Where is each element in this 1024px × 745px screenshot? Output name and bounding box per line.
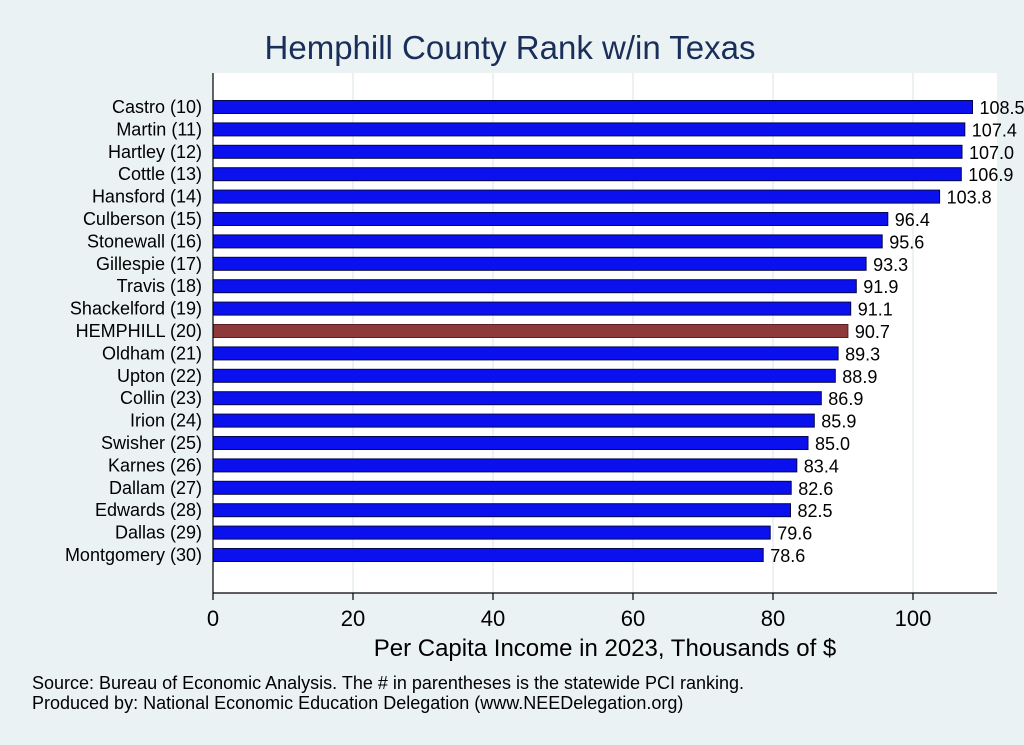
chart-title: Hemphill County Rank w/in Texas xyxy=(265,29,756,66)
bar xyxy=(212,144,963,159)
bar xyxy=(212,436,809,450)
bar xyxy=(212,189,941,204)
source-note: Source: Bureau of Economic Analysis. The… xyxy=(32,673,744,693)
category-label: Dallam (27) xyxy=(109,478,202,498)
category-label: Travis (18) xyxy=(117,276,202,296)
bar-highlight xyxy=(212,324,849,338)
value-label: 107.0 xyxy=(969,143,1014,163)
value-label: 82.6 xyxy=(798,479,833,499)
category-label: Oldham (21) xyxy=(102,343,202,363)
x-axis-title: Per Capita Income in 2023, Thousands of … xyxy=(374,635,837,662)
category-label: Cottle (13) xyxy=(118,164,202,184)
value-label: 78.6 xyxy=(770,546,805,566)
value-label: 85.9 xyxy=(821,412,856,432)
value-label: 95.6 xyxy=(889,232,924,252)
bar xyxy=(212,212,889,226)
bar xyxy=(212,122,966,137)
x-tick-label: 80 xyxy=(761,606,785,631)
bar xyxy=(212,458,798,473)
x-ticks: 0 20 40 60 80 100 xyxy=(207,593,931,631)
value-label: 107.4 xyxy=(972,120,1017,140)
bar xyxy=(212,167,962,182)
category-label: Martin (11) xyxy=(116,119,202,139)
bar xyxy=(212,279,857,294)
category-label: Gillespie (17) xyxy=(96,254,202,274)
bar xyxy=(212,548,764,562)
category-label: Stonewall (16) xyxy=(87,231,202,251)
category-label: Shackelford (19) xyxy=(70,299,202,319)
value-label: 90.7 xyxy=(855,322,890,342)
bar xyxy=(212,480,792,495)
value-label: 106.9 xyxy=(968,165,1013,185)
bars: Castro (10) 108.5 Martin (11) 107.4 Hartley … xyxy=(65,97,1024,566)
category-label: Hansford (14) xyxy=(92,187,202,207)
category-label: Montgomery (30) xyxy=(65,545,202,565)
value-label: 85.0 xyxy=(815,434,850,454)
value-label: 83.4 xyxy=(804,456,839,476)
category-label: Hartley (12) xyxy=(108,142,202,162)
category-label: Irion (24) xyxy=(130,411,202,431)
bar xyxy=(212,525,771,540)
x-tick-label: 60 xyxy=(621,606,645,631)
category-label: Swisher (25) xyxy=(101,433,202,453)
bar xyxy=(212,100,973,114)
value-label: 108.5 xyxy=(980,98,1024,118)
category-label: Karnes (26) xyxy=(108,455,202,475)
bar xyxy=(212,391,822,406)
x-tick-label: 40 xyxy=(481,606,505,631)
bar xyxy=(212,256,867,271)
bar xyxy=(212,346,839,361)
bar xyxy=(212,503,791,518)
value-label: 93.3 xyxy=(873,255,908,275)
x-tick-label: 20 xyxy=(341,606,365,631)
value-label: 96.4 xyxy=(895,210,930,230)
value-label: 103.8 xyxy=(947,188,992,208)
value-label: 82.5 xyxy=(798,501,833,521)
value-label: 86.9 xyxy=(828,389,863,409)
axes xyxy=(212,73,997,594)
category-label: Culberson (15) xyxy=(83,209,202,229)
x-tick-label: 0 xyxy=(207,606,219,631)
category-label: Castro (10) xyxy=(112,97,202,117)
value-label: 79.6 xyxy=(777,524,812,544)
value-label: 88.9 xyxy=(842,367,877,387)
value-label: 91.1 xyxy=(858,300,893,320)
bar xyxy=(212,301,852,316)
category-label: Dallas (29) xyxy=(115,523,202,543)
category-label: Edwards (28) xyxy=(95,500,202,520)
x-tick-label: 100 xyxy=(895,606,932,631)
bar xyxy=(212,413,815,428)
producer-note: Produced by: National Economic Education… xyxy=(32,693,683,713)
value-label: 91.9 xyxy=(863,277,898,297)
category-label: HEMPHILL (20) xyxy=(76,321,202,341)
bar xyxy=(212,234,883,249)
bar xyxy=(212,368,836,383)
category-label: Upton (22) xyxy=(117,366,202,386)
category-label: Collin (23) xyxy=(120,388,202,408)
value-label: 89.3 xyxy=(845,344,880,364)
